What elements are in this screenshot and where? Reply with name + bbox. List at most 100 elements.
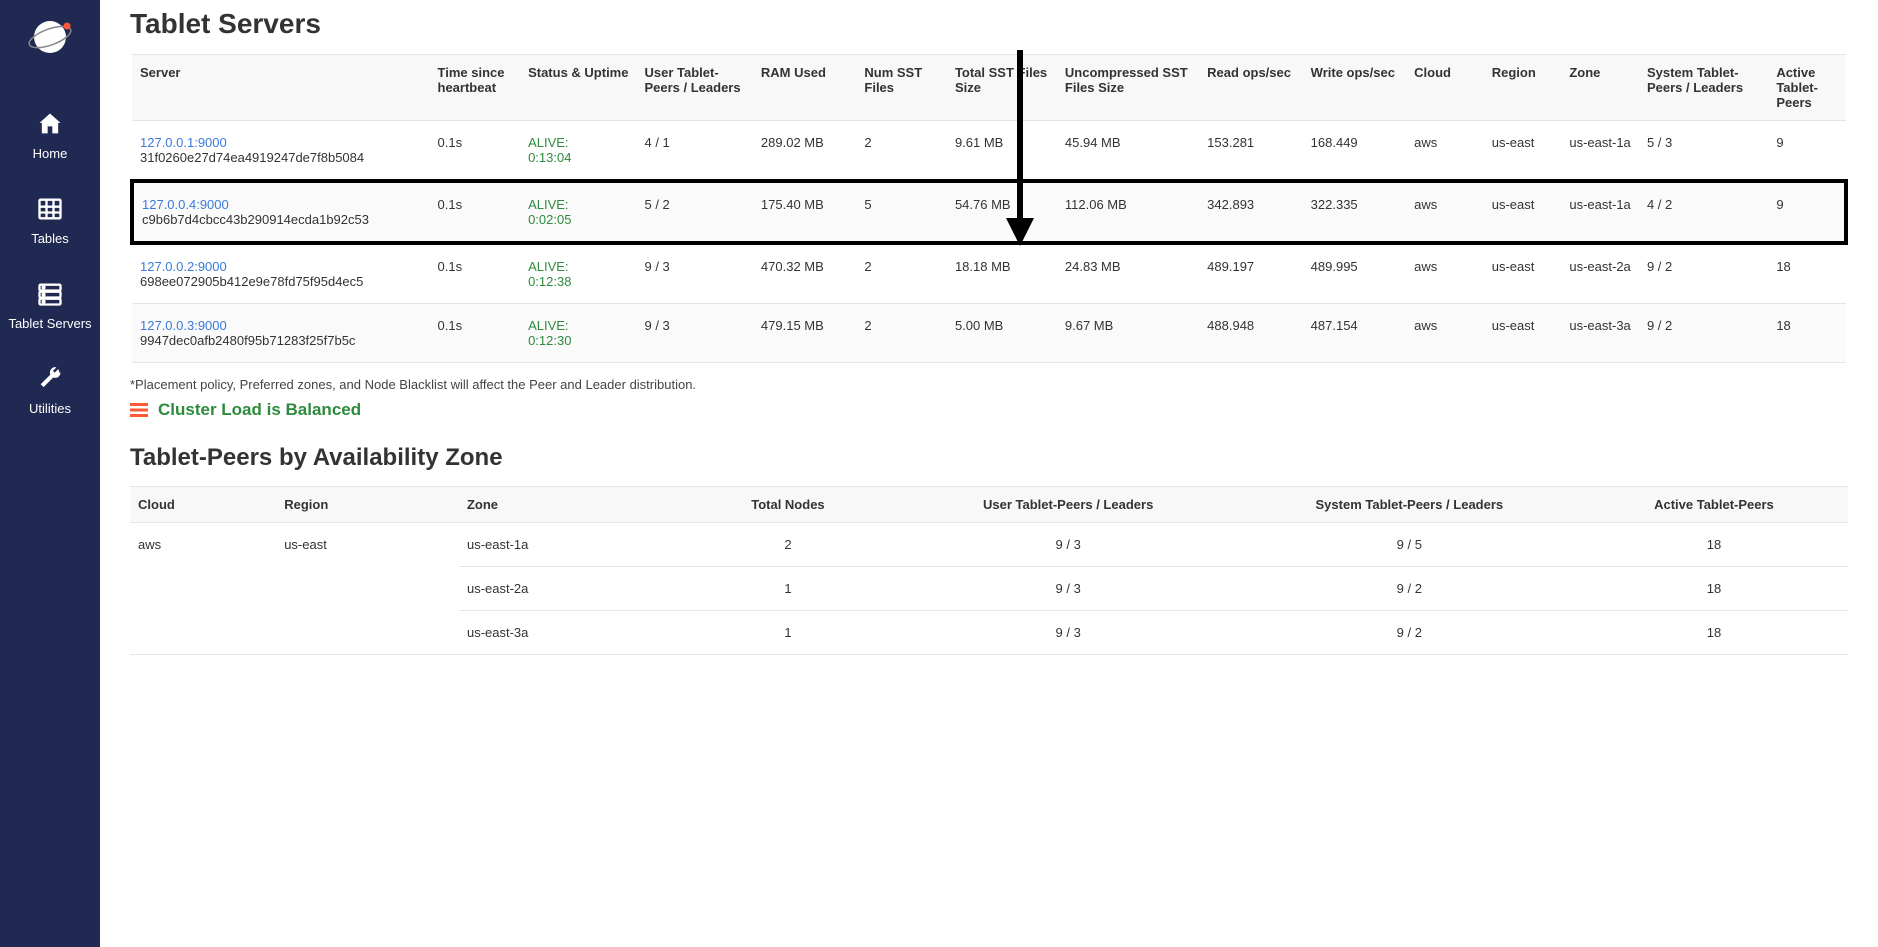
cell-region: us-east <box>1484 243 1562 304</box>
cell-num-sst: 2 <box>856 121 947 182</box>
cell-system-tablet-peers: 5 / 3 <box>1639 121 1768 182</box>
sidebar-item-tablet-servers[interactable]: Tablet Servers <box>0 262 100 347</box>
cell-zone: us-east-2a <box>1561 243 1639 304</box>
cell-active-tablet-peers: 9 <box>1768 181 1846 243</box>
cell-total-nodes: 1 <box>678 567 897 611</box>
ts-col-header: System Tablet-Peers / Leaders <box>1639 55 1768 121</box>
cell-region: us-east <box>1484 181 1562 243</box>
cell-cloud: aws <box>1406 181 1484 243</box>
server-uuid: c9b6b7d4cbcc43b290914ecda1b92c53 <box>142 212 422 227</box>
cell-active-tablet-peers: 18 <box>1580 567 1848 611</box>
cell-heartbeat: 0.1s <box>430 181 521 243</box>
cell-zone: us-east-1a <box>1561 121 1639 182</box>
zone-col-header: Region <box>276 487 459 523</box>
server-link[interactable]: 127.0.0.2:9000 <box>140 259 227 274</box>
zone-col-header: Active Tablet-Peers <box>1580 487 1848 523</box>
cell-user-tablet-peers: 9 / 3 <box>898 523 1239 567</box>
cell-ram: 289.02 MB <box>753 121 856 182</box>
server-link[interactable]: 127.0.0.3:9000 <box>140 318 227 333</box>
cell-active-tablet-peers: 18 <box>1768 243 1846 304</box>
cell-user-tablet-peers: 9 / 3 <box>898 611 1239 655</box>
cell-region: us-east <box>1484 121 1562 182</box>
zone-col-header: User Tablet-Peers / Leaders <box>898 487 1239 523</box>
sidebar-item-label: Tables <box>31 231 69 246</box>
cell-ram: 175.40 MB <box>753 181 856 243</box>
cell-status: ALIVE:0:13:04 <box>520 121 636 182</box>
sidebar-item-utilities[interactable]: Utilities <box>0 347 100 432</box>
ts-col-header: Region <box>1484 55 1562 121</box>
cell-status: ALIVE:0:12:38 <box>520 243 636 304</box>
cell-active-tablet-peers: 18 <box>1768 304 1846 363</box>
main-content: Tablet Servers ServerTime since heartbea… <box>100 0 1878 947</box>
table-icon <box>34 193 66 225</box>
cell-heartbeat: 0.1s <box>430 304 521 363</box>
table-row: 127.0.0.3:90009947dec0afb2480f95b71283f2… <box>132 304 1846 363</box>
cell-ram: 470.32 MB <box>753 243 856 304</box>
sidebar: Home Tables Tablet Servers Utilities <box>0 0 100 947</box>
server-link[interactable]: 127.0.0.1:9000 <box>140 135 227 150</box>
cell-zone: us-east-3a <box>459 611 678 655</box>
sidebar-item-label: Utilities <box>29 401 71 416</box>
balanced-icon <box>130 403 148 417</box>
zone-col-header: Cloud <box>130 487 276 523</box>
cell-system-tablet-peers: 9 / 2 <box>1639 243 1768 304</box>
cell-cloud: aws <box>1406 121 1484 182</box>
ts-col-header: Read ops/sec <box>1199 55 1302 121</box>
wrench-icon <box>34 363 66 395</box>
server-link[interactable]: 127.0.0.4:9000 <box>142 197 229 212</box>
home-icon <box>34 108 66 140</box>
cell-uncompressed-sst: 9.67 MB <box>1057 304 1199 363</box>
table-row: 127.0.0.1:900031f0260e27d74ea4919247de7f… <box>132 121 1846 182</box>
cell-user-tablet-peers: 9 / 3 <box>636 304 752 363</box>
ts-col-header: Total SST Files Size <box>947 55 1057 121</box>
cell-zone: us-east-3a <box>1561 304 1639 363</box>
cell-total-sst: 9.61 MB <box>947 121 1057 182</box>
sidebar-item-label: Tablet Servers <box>8 316 91 331</box>
cell-zone: us-east-1a <box>1561 181 1639 243</box>
sidebar-item-tables[interactable]: Tables <box>0 177 100 262</box>
cell-system-tablet-peers: 9 / 2 <box>1239 567 1580 611</box>
page-title: Tablet Servers <box>130 8 1848 40</box>
cell-read-ops: 488.948 <box>1199 304 1302 363</box>
ts-col-header: Status & Uptime <box>520 55 636 121</box>
cell-heartbeat: 0.1s <box>430 121 521 182</box>
cell-total-nodes: 1 <box>678 611 897 655</box>
cell-read-ops: 342.893 <box>1199 181 1302 243</box>
server-uuid: 698ee072905b412e9e78fd75f95d4ec5 <box>140 274 422 289</box>
cell-write-ops: 168.449 <box>1303 121 1406 182</box>
cell-cloud: aws <box>1406 243 1484 304</box>
ts-col-header: User Tablet-Peers / Leaders <box>636 55 752 121</box>
cell-user-tablet-peers: 9 / 3 <box>898 567 1239 611</box>
cell-region: us-east <box>276 523 459 655</box>
sidebar-item-home[interactable]: Home <box>0 92 100 177</box>
cell-num-sst: 5 <box>856 181 947 243</box>
cell-active-tablet-peers: 9 <box>1768 121 1846 182</box>
cell-system-tablet-peers: 9 / 2 <box>1239 611 1580 655</box>
cell-zone: us-east-2a <box>459 567 678 611</box>
cell-num-sst: 2 <box>856 243 947 304</box>
server-icon <box>34 278 66 310</box>
cell-heartbeat: 0.1s <box>430 243 521 304</box>
cell-total-nodes: 2 <box>678 523 897 567</box>
zones-table: CloudRegionZoneTotal NodesUser Tablet-Pe… <box>130 486 1848 655</box>
ts-col-header: Cloud <box>1406 55 1484 121</box>
zone-row: awsus-eastus-east-1a29 / 39 / 518 <box>130 523 1848 567</box>
cell-read-ops: 489.197 <box>1199 243 1302 304</box>
cell-write-ops: 487.154 <box>1303 304 1406 363</box>
server-uuid: 9947dec0afb2480f95b71283f25f7b5c <box>140 333 422 348</box>
ts-col-header: Zone <box>1561 55 1639 121</box>
ts-col-header: Server <box>132 55 430 121</box>
cell-write-ops: 489.995 <box>1303 243 1406 304</box>
cell-user-tablet-peers: 5 / 2 <box>636 181 752 243</box>
placement-note: *Placement policy, Preferred zones, and … <box>130 377 1848 392</box>
server-uuid: 31f0260e27d74ea4919247de7f8b5084 <box>140 150 422 165</box>
cell-user-tablet-peers: 9 / 3 <box>636 243 752 304</box>
ts-col-header: Time since heartbeat <box>430 55 521 121</box>
cell-total-sst: 5.00 MB <box>947 304 1057 363</box>
logo-icon <box>25 12 75 62</box>
cell-region: us-east <box>1484 304 1562 363</box>
cell-status: ALIVE:0:02:05 <box>520 181 636 243</box>
cell-uncompressed-sst: 24.83 MB <box>1057 243 1199 304</box>
ts-col-header: Num SST Files <box>856 55 947 121</box>
section-title-zones: Tablet-Peers by Availability Zone <box>130 444 1848 472</box>
